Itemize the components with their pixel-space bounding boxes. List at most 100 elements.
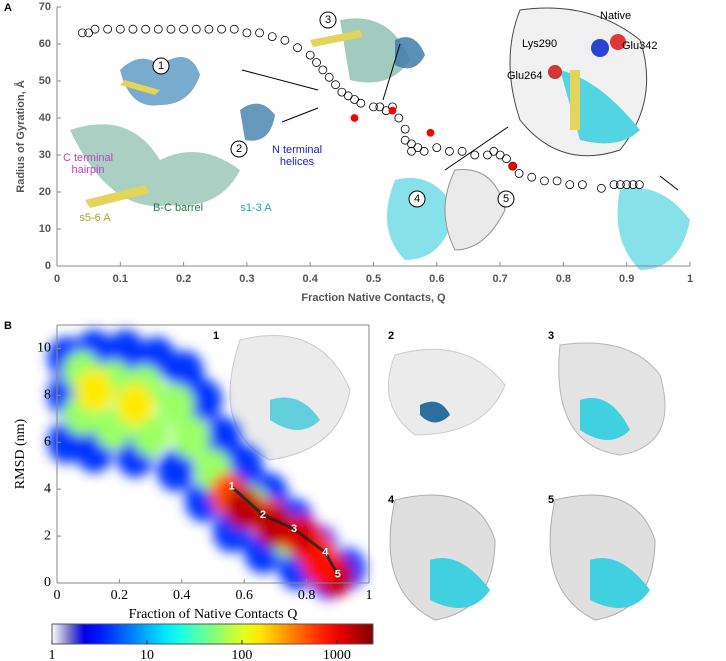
snapshot-label: 1 (213, 330, 219, 342)
pathway-label: 5 (335, 569, 341, 581)
data-point (204, 24, 214, 34)
annotation: 4 (414, 193, 420, 205)
data-point (514, 169, 524, 178)
pathway-arrow (293, 527, 327, 554)
colorbar (51, 623, 374, 645)
data-point (577, 180, 587, 190)
annotation: s1-3 A (240, 202, 272, 214)
y-tick-label: 2 (44, 528, 51, 543)
pathway-label: 3 (291, 523, 297, 535)
density-cell (131, 414, 170, 457)
colorbar-tick-label: 100 (231, 648, 252, 661)
data-point (179, 24, 189, 34)
data-point (280, 35, 290, 45)
density-cell (172, 416, 210, 459)
data-point (141, 24, 151, 34)
x-tick-label: 0 (54, 273, 60, 285)
y-tick-label: 10 (37, 341, 51, 356)
density-cell (303, 543, 341, 586)
data-point (426, 128, 435, 137)
x-tick-label: 0.8 (298, 588, 316, 603)
arrow (382, 43, 401, 101)
data-point (90, 24, 100, 34)
data-point (508, 162, 517, 171)
annotation: C terminal (63, 152, 113, 164)
data-point (508, 161, 518, 171)
data-point (628, 180, 638, 190)
y-axis-label: RMSD (nm) (13, 418, 28, 489)
colorbar-tick-label: 1 (49, 648, 56, 661)
y-axis-label: Radius of Gyration, Å (14, 80, 27, 193)
number-circle (408, 190, 426, 208)
data-point (457, 146, 467, 156)
data-point (324, 72, 334, 82)
pathway-label: 2 (260, 509, 266, 521)
annotation: 5 (503, 193, 509, 205)
y-tick-label: 4 (44, 481, 51, 496)
data-point (305, 50, 315, 60)
colorbar-tick-label: 10 (140, 648, 154, 661)
annotation: N terminal (272, 144, 322, 156)
annotation: Native (600, 10, 631, 22)
arrow (444, 126, 509, 171)
x-tick-label: 0.5 (366, 273, 381, 285)
data-point (293, 43, 302, 53)
data-point (242, 28, 252, 38)
number-circle (230, 140, 248, 158)
pathway-label: 1 (229, 481, 235, 493)
y-tick-label: 6 (44, 434, 51, 449)
x-axis-label: Fraction of Native Contacts Q (129, 607, 298, 622)
snapshot-label: 5 (548, 494, 554, 506)
y-tick-label: 50 (39, 75, 51, 87)
arrow (281, 107, 319, 123)
density-cell (156, 449, 195, 492)
data-point (115, 24, 125, 34)
annotation: Glu342 (622, 40, 657, 52)
y-tick-label: 0 (44, 575, 51, 590)
heatmap (47, 329, 366, 600)
colorbar-tick-label: 1000 (323, 648, 351, 661)
y-tick-label: 10 (39, 223, 51, 235)
data-point (502, 154, 511, 164)
x-tick-label: 0.6 (235, 588, 253, 603)
data-point (552, 176, 562, 186)
density-cell (281, 514, 320, 558)
x-tick-label: 0.7 (492, 273, 507, 285)
annotation: Glu264 (507, 70, 542, 82)
y-tick-label: 8 (44, 388, 51, 403)
y-tick-label: 0 (45, 260, 51, 272)
data-point (622, 180, 632, 190)
protein-illustrations-b (229, 335, 666, 621)
x-tick-label: 0.9 (619, 273, 634, 285)
density-cell (75, 369, 114, 412)
data-point (634, 180, 644, 190)
data-point (318, 65, 328, 75)
x-axis-label: Fraction Native Contacts, Q (301, 292, 446, 304)
x-tick-label: 0 (54, 588, 61, 603)
y-tick-label: 70 (39, 1, 51, 13)
annotation: s5-6 A (79, 212, 111, 224)
x-tick-label: 0.6 (429, 273, 444, 285)
x-tick-label: 1 (687, 273, 693, 285)
data-point (527, 172, 537, 182)
data-point (267, 32, 277, 41)
annotation: 2 (236, 143, 242, 155)
snapshot-label: 2 (388, 330, 394, 342)
data-point (445, 146, 454, 156)
protein-illustrations (70, 7, 690, 270)
y-tick-label: 30 (39, 149, 51, 161)
panel-label: A (4, 2, 12, 14)
x-tick-label: 0.8 (556, 273, 571, 285)
y-tick-label: 40 (39, 112, 51, 124)
data-point (400, 124, 410, 134)
data-point (166, 24, 176, 34)
data-point (312, 58, 321, 67)
annotation: B-C barrel (153, 202, 203, 214)
data-point (419, 146, 429, 156)
data-point (394, 113, 404, 123)
x-tick-label: 0.2 (111, 588, 129, 603)
x-tick-label: 0.4 (303, 273, 319, 285)
data-point (128, 24, 138, 34)
number-circle (497, 190, 515, 208)
